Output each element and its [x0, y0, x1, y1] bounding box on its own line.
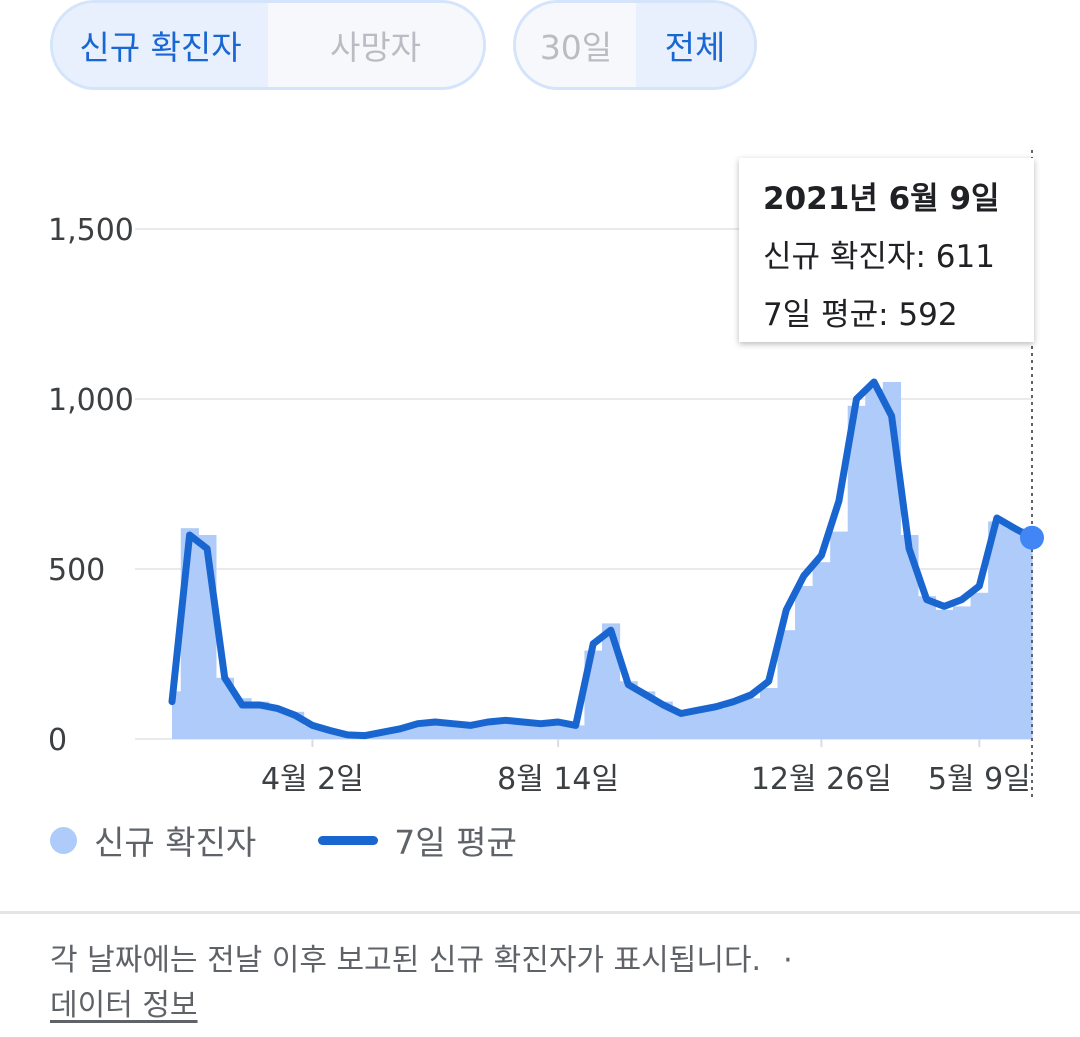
case-bar	[321, 730, 340, 739]
case-bar	[637, 691, 656, 739]
case-bar	[865, 388, 884, 739]
x-tick-label: 8월 14일	[497, 762, 619, 797]
average-legend-label: 7일 평균	[394, 823, 517, 862]
x-tick-label: 4월 2일	[261, 762, 364, 797]
case-bar	[724, 701, 744, 739]
case-bar	[531, 723, 550, 739]
case-bar	[172, 691, 182, 739]
cases-legend-swatch	[50, 826, 77, 854]
x-tick-label: 12월 26일	[751, 762, 892, 797]
chart-legend: 신규 확진자 7일 평균	[50, 818, 517, 862]
case-bar	[461, 725, 480, 739]
range-toggle: 30일 전체	[513, 0, 757, 90]
case-bar	[689, 708, 708, 739]
case-bar	[935, 609, 954, 739]
case-bar	[672, 711, 691, 739]
case-bar	[830, 531, 849, 739]
case-bar	[426, 722, 445, 739]
case-bar	[970, 592, 989, 739]
range-30-days-tab[interactable]: 30일	[516, 3, 636, 87]
deaths-tab[interactable]: 사망자	[268, 3, 483, 87]
divider	[0, 911, 1080, 914]
case-bar	[812, 562, 831, 739]
case-bar	[953, 606, 972, 739]
case-bar	[847, 405, 866, 739]
cases-tab[interactable]: 신규 확진자	[53, 3, 268, 87]
case-bar	[250, 701, 270, 739]
case-bar	[900, 535, 919, 739]
case-bar	[917, 596, 937, 739]
metric-toggle: 신규 확진자 사망자	[50, 0, 486, 90]
selected-point-marker	[1020, 525, 1044, 550]
x-tick-label: 5월 9일	[928, 762, 1031, 797]
range-all-tab[interactable]: 전체	[636, 3, 754, 87]
cases-chart[interactable]: 0 500 1,000 1,500 4월 2일 8월 14일 12월 26일 5월 9일	[0, 150, 1080, 810]
tooltip-average: 7일 평균: 592	[763, 297, 958, 333]
case-bar	[566, 725, 586, 739]
case-bar	[496, 720, 515, 739]
y-tick-label: 0	[48, 723, 67, 758]
footnote-text: 각 날짜에는 전날 이후 보고된 신규 확진자가 표시됩니다.	[50, 943, 762, 978]
cases-legend-label: 신규 확진자	[94, 823, 257, 862]
case-bar	[1005, 528, 1024, 739]
y-tick-label: 1,500	[48, 213, 134, 248]
tooltip-date: 2021년 6월 9일	[763, 181, 1000, 217]
tooltip-cases: 신규 확진자: 611	[763, 239, 995, 275]
case-bar	[795, 586, 814, 739]
y-tick-label: 1,000	[48, 383, 134, 418]
case-bar	[514, 722, 533, 739]
average-line	[168, 378, 1036, 740]
y-tick-label: 500	[48, 553, 105, 588]
case-bar	[619, 681, 638, 739]
footnote: 각 날짜에는 전날 이후 보고된 신규 확진자가 표시됩니다. ·	[50, 935, 793, 979]
average-legend-swatch	[318, 835, 379, 845]
case-bar	[777, 630, 796, 739]
case-bar	[759, 688, 779, 739]
chart-tooltip: 2021년 6월 9일 신규 확진자: 611 7일 평균: 592	[739, 158, 1034, 342]
case-bar	[742, 698, 761, 739]
case-bar	[391, 728, 410, 739]
case-bar	[1023, 531, 1033, 739]
case-bar	[988, 521, 1007, 739]
case-bar	[215, 677, 235, 739]
footnote-separator: ·	[783, 943, 793, 978]
data-info-link[interactable]: 데이터 정보	[50, 988, 198, 1023]
case-bar	[268, 708, 287, 739]
case-bar	[707, 708, 726, 739]
